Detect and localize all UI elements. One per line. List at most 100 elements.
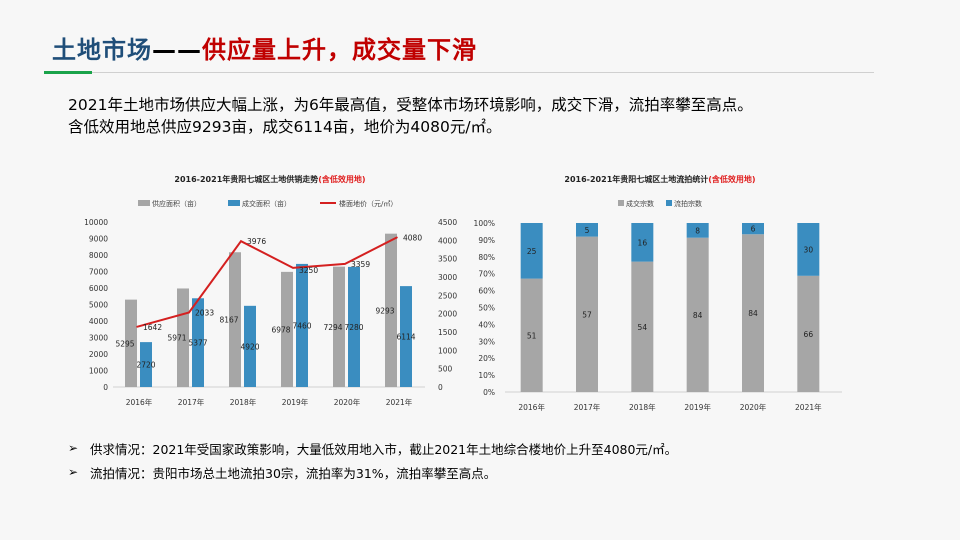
bar-failed: [797, 223, 820, 276]
y2-tick-label: 3000: [438, 273, 457, 282]
y-tick-label: 8000: [89, 251, 108, 260]
x-tick-label: 2017年: [178, 397, 205, 407]
y-tick-label: 9000: [89, 235, 108, 244]
data-label: 5: [585, 226, 590, 235]
data-label: 54: [638, 323, 648, 332]
data-label: 7280: [344, 323, 363, 332]
intro-text: 2021年土地市场供应大幅上涨，为6年最高值，受整体市场环境影响，成交下滑，流拍…: [68, 94, 753, 138]
y2-tick-label: 1500: [438, 328, 457, 337]
x-tick-label: 2019年: [684, 402, 711, 412]
bar-failed: [742, 223, 764, 235]
y2-tick-label: 3500: [438, 255, 457, 264]
y-tick-label: 40%: [478, 320, 495, 329]
line-point: [240, 240, 242, 243]
chart-title: 2016-2021年贵阳七城区土地流拍统计(含低效用地): [564, 174, 755, 184]
bar: [333, 266, 345, 387]
data-label: 5377: [188, 339, 207, 348]
line-point: [292, 267, 294, 269]
data-label: 16: [638, 238, 648, 247]
bar-failed: [520, 223, 543, 279]
legend-label: 楼面地价（元/㎡）: [339, 199, 397, 208]
bar: [192, 298, 204, 387]
price-line: [136, 236, 398, 328]
chart-title-highlight: (含低效用地): [708, 174, 755, 184]
data-label: 3976: [247, 237, 266, 246]
bar: [244, 305, 256, 387]
bullet-item: ➢ 供求情况：2021年受国家政策影响，大量低效用地入市，截止2021年土地综合楼…: [68, 436, 677, 460]
y-tick-label: 3000: [89, 334, 108, 343]
bar: [125, 299, 137, 387]
data-label: 8167: [219, 316, 238, 325]
data-label: 3359: [351, 260, 370, 269]
bar: [400, 286, 412, 387]
line-point: [136, 325, 138, 328]
bar-sold: [631, 261, 654, 392]
title-headline: 供应量上升，成交量下滑: [202, 36, 477, 64]
y2-tick-label: 500: [438, 365, 453, 374]
y-tick-label: 90%: [478, 236, 495, 245]
y-tick-label: 20%: [478, 354, 495, 363]
bullet-text: 供求情况：2021年受国家政策影响，大量低效用地入市，截止2021年土地综合楼地…: [90, 441, 678, 457]
page-title: 土地市场——供应量上升，成交量下滑: [52, 30, 477, 65]
x-tick-label: 2020年: [740, 402, 767, 412]
failed-auction-chart: 2016-2021年贵阳七城区土地流拍统计(含低效用地) 成交宗数 流拍宗数 0% 10…: [474, 174, 842, 412]
chart-title-main: 2016-2021年贵阳七城区土地流拍统计: [564, 174, 708, 184]
y2-tick-label: 4000: [438, 236, 457, 245]
bullet-list: ➢ 供求情况：2021年受国家政策影响，大量低效用地入市，截止2021年土地综合楼…: [68, 436, 677, 484]
y-tick-label: 50%: [478, 304, 495, 313]
y-tick-label: 30%: [478, 337, 495, 346]
legend-swatch: [618, 200, 624, 206]
y-tick-label: 0%: [483, 388, 495, 397]
bar-sold: [576, 236, 598, 392]
line-point: [344, 263, 346, 265]
y-tick-label: 6000: [89, 284, 108, 293]
data-label: 30: [804, 245, 814, 254]
x-tick-label: 2018年: [230, 397, 257, 407]
bar-failed: [576, 223, 598, 237]
bar-sold: [520, 278, 543, 392]
x-tick-label: 2020年: [334, 397, 361, 407]
bar: [296, 263, 308, 387]
y-tick-label: 4000: [89, 317, 108, 326]
y-tick-label: 10000: [84, 218, 108, 227]
legend-swatch: [666, 200, 672, 206]
bar-sold: [686, 237, 709, 392]
bar-sold: [742, 234, 764, 392]
bar-sold: [797, 275, 820, 392]
y2-tick-label: 2500: [438, 291, 457, 300]
x-tick-label: 2021年: [795, 402, 822, 412]
y-tick-label: 60%: [478, 287, 495, 296]
data-label: 5295: [115, 339, 134, 348]
y-tick-label: 2000: [89, 350, 108, 359]
line-point: [396, 236, 398, 239]
legend-label: 供应面积（亩）: [152, 199, 201, 208]
y-tick-label: 70%: [478, 270, 495, 279]
data-label: 2033: [195, 308, 214, 317]
data-label: 25: [527, 247, 537, 256]
bar: [140, 342, 152, 387]
y2-tick-label: 1000: [438, 346, 457, 355]
data-label: 84: [693, 311, 703, 320]
data-label: 9293: [375, 306, 394, 315]
y-tick-label: 100%: [474, 219, 495, 228]
data-label: 6978: [271, 325, 290, 334]
x-tick-label: 2019年: [282, 397, 309, 407]
divider-accent: [44, 71, 92, 74]
arrow-right-icon: ➢: [68, 465, 79, 479]
chart-title: 2016-2021年贵阳七城区土地供销走势(含低效用地): [174, 174, 365, 184]
data-label: 6: [751, 225, 756, 234]
data-label: 4920: [240, 342, 259, 351]
data-label: 66: [804, 330, 814, 339]
legend-label: 成交面积（亩）: [242, 199, 291, 208]
title-dash: ——: [152, 36, 202, 64]
title-topic: 土地市场: [52, 36, 152, 64]
y-tick-label: 80%: [478, 253, 495, 262]
x-tick-label: 2016年: [126, 397, 153, 407]
data-label: 51: [527, 331, 537, 340]
x-tick-label: 2021年: [386, 397, 413, 407]
y-tick-label: 1000: [89, 367, 108, 376]
bar: [385, 233, 397, 387]
data-label: 4080: [403, 233, 422, 242]
y-tick-label: 7000: [89, 268, 108, 277]
